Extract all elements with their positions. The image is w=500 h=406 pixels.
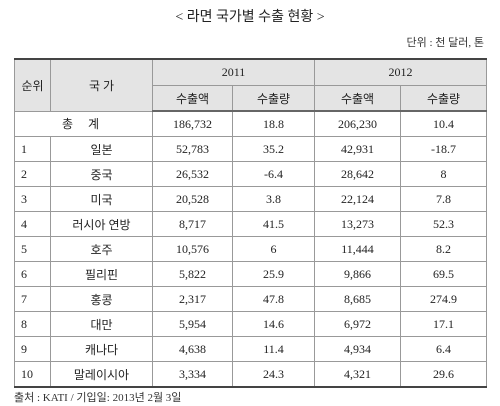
cell: 28,642	[314, 161, 401, 187]
cell: 8.2	[400, 236, 487, 262]
cell: 2,317	[152, 286, 233, 312]
cell: 186,732	[152, 110, 233, 137]
export-table: 순위 국 가 2011 2012 수출액 수출량 수출액 수출량 총 계 186…	[14, 58, 487, 388]
country-cell: 중국	[50, 161, 153, 187]
cell: 14.6	[232, 311, 315, 337]
cell: 11,444	[314, 236, 401, 262]
country-cell: 미국	[50, 186, 153, 212]
rank-cell: 4	[14, 211, 51, 237]
table-header: 순위 국 가 2011 2012 수출액 수출량 수출액 수출량	[14, 58, 487, 112]
cell: 8	[400, 161, 487, 187]
rank-cell: 10	[14, 361, 51, 388]
year-header: 2011	[152, 58, 315, 86]
country-cell: 말레이시아	[50, 361, 153, 388]
cell: 3.8	[232, 186, 315, 212]
rank-header: 순위	[14, 58, 51, 112]
cell: 22,124	[314, 186, 401, 212]
cell: 4,638	[152, 336, 233, 362]
country-cell: 일본	[50, 136, 153, 162]
table-row: 8 대만 5,954 14.6 6,972 17.1	[14, 311, 487, 337]
column-header: 수출액	[314, 85, 401, 112]
total-row: 총 계 186,732 18.8 206,230 10.4	[14, 110, 487, 137]
total-label: 총 계	[14, 110, 153, 137]
table-row: 6 필리핀 5,822 25.9 9,866 69.5	[14, 261, 487, 287]
table-row: 9 캐나다 4,638 11.4 4,934 6.4	[14, 336, 487, 362]
cell: 8,685	[314, 286, 401, 312]
cell: 274.9	[400, 286, 487, 312]
cell: 18.8	[232, 110, 315, 137]
column-header: 수출량	[400, 85, 487, 112]
cell: 206,230	[314, 110, 401, 137]
table-row: 2 중국 26,532 -6.4 28,642 8	[14, 161, 487, 187]
cell: 3,334	[152, 361, 233, 388]
cell: 10,576	[152, 236, 233, 262]
country-cell: 호주	[50, 236, 153, 262]
cell: 7.8	[400, 186, 487, 212]
table-row: 4 러시아 연방 8,717 41.5 13,273 52.3	[14, 211, 487, 237]
cell: 69.5	[400, 261, 487, 287]
rank-cell: 9	[14, 336, 51, 362]
cell: 25.9	[232, 261, 315, 287]
cell: 29.6	[400, 361, 487, 388]
table-row: 7 홍콩 2,317 47.8 8,685 274.9	[14, 286, 487, 312]
cell: 52.3	[400, 211, 487, 237]
country-cell: 캐나다	[50, 336, 153, 362]
table-row: 5 호주 10,576 6 11,444 8.2	[14, 236, 487, 262]
year-header: 2012	[314, 58, 487, 86]
cell: 17.1	[400, 311, 487, 337]
rank-cell: 7	[14, 286, 51, 312]
cell: 6.4	[400, 336, 487, 362]
table-row: 10 말레이시아 3,334 24.3 4,321 29.6	[14, 361, 487, 388]
column-header: 수출액	[152, 85, 233, 112]
column-header: 수출량	[232, 85, 315, 112]
cell: 5,954	[152, 311, 233, 337]
cell: 6,972	[314, 311, 401, 337]
cell: -6.4	[232, 161, 315, 187]
cell: 10.4	[400, 110, 487, 137]
cell: 6	[232, 236, 315, 262]
table-row: 3 미국 20,528 3.8 22,124 7.8	[14, 186, 487, 212]
cell: 4,321	[314, 361, 401, 388]
cell: 24.3	[232, 361, 315, 388]
cell: 13,273	[314, 211, 401, 237]
cell: 42,931	[314, 136, 401, 162]
country-cell: 필리핀	[50, 261, 153, 287]
cell: 26,532	[152, 161, 233, 187]
cell: 9,866	[314, 261, 401, 287]
rank-cell: 6	[14, 261, 51, 287]
cell: 5,822	[152, 261, 233, 287]
cell: 4,934	[314, 336, 401, 362]
cell: -18.7	[400, 136, 487, 162]
cell: 8,717	[152, 211, 233, 237]
table-body: 총 계 186,732 18.8 206,230 10.4 1 일본 52,783 3…	[14, 110, 487, 388]
rank-cell: 2	[14, 161, 51, 187]
country-header: 국 가	[50, 58, 153, 112]
country-cell: 홍콩	[50, 286, 153, 312]
cell: 20,528	[152, 186, 233, 212]
cell: 52,783	[152, 136, 233, 162]
rank-cell: 5	[14, 236, 51, 262]
country-cell: 러시아 연방	[50, 211, 153, 237]
cell: 47.8	[232, 286, 315, 312]
cell: 35.2	[232, 136, 315, 162]
rank-cell: 1	[14, 136, 51, 162]
table-row: 1 일본 52,783 35.2 42,931 -18.7	[14, 136, 487, 162]
rank-cell: 3	[14, 186, 51, 212]
country-cell: 대만	[50, 311, 153, 337]
cell: 11.4	[232, 336, 315, 362]
source-note: 출처 : KATI / 기입일: 2013년 2월 3일	[14, 392, 182, 404]
title: < 라면 국가별 수출 현황 >	[175, 10, 325, 25]
rank-cell: 8	[14, 311, 51, 337]
unit-note: 단위 : 천 달러, 톤	[406, 37, 484, 49]
cell: 41.5	[232, 211, 315, 237]
